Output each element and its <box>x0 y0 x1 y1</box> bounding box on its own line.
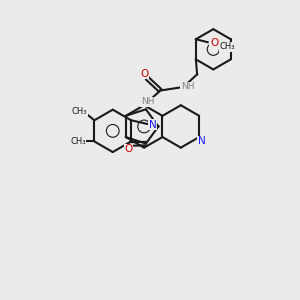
Text: N: N <box>148 120 156 130</box>
Text: CH₃: CH₃ <box>70 137 86 146</box>
Text: O: O <box>210 38 218 48</box>
Text: N: N <box>198 136 206 146</box>
Text: O: O <box>140 69 148 79</box>
Text: O: O <box>124 144 132 154</box>
Text: NH: NH <box>181 82 194 91</box>
Text: CH₃: CH₃ <box>72 107 87 116</box>
Text: NH: NH <box>141 98 154 106</box>
Text: CH₃: CH₃ <box>219 42 235 51</box>
